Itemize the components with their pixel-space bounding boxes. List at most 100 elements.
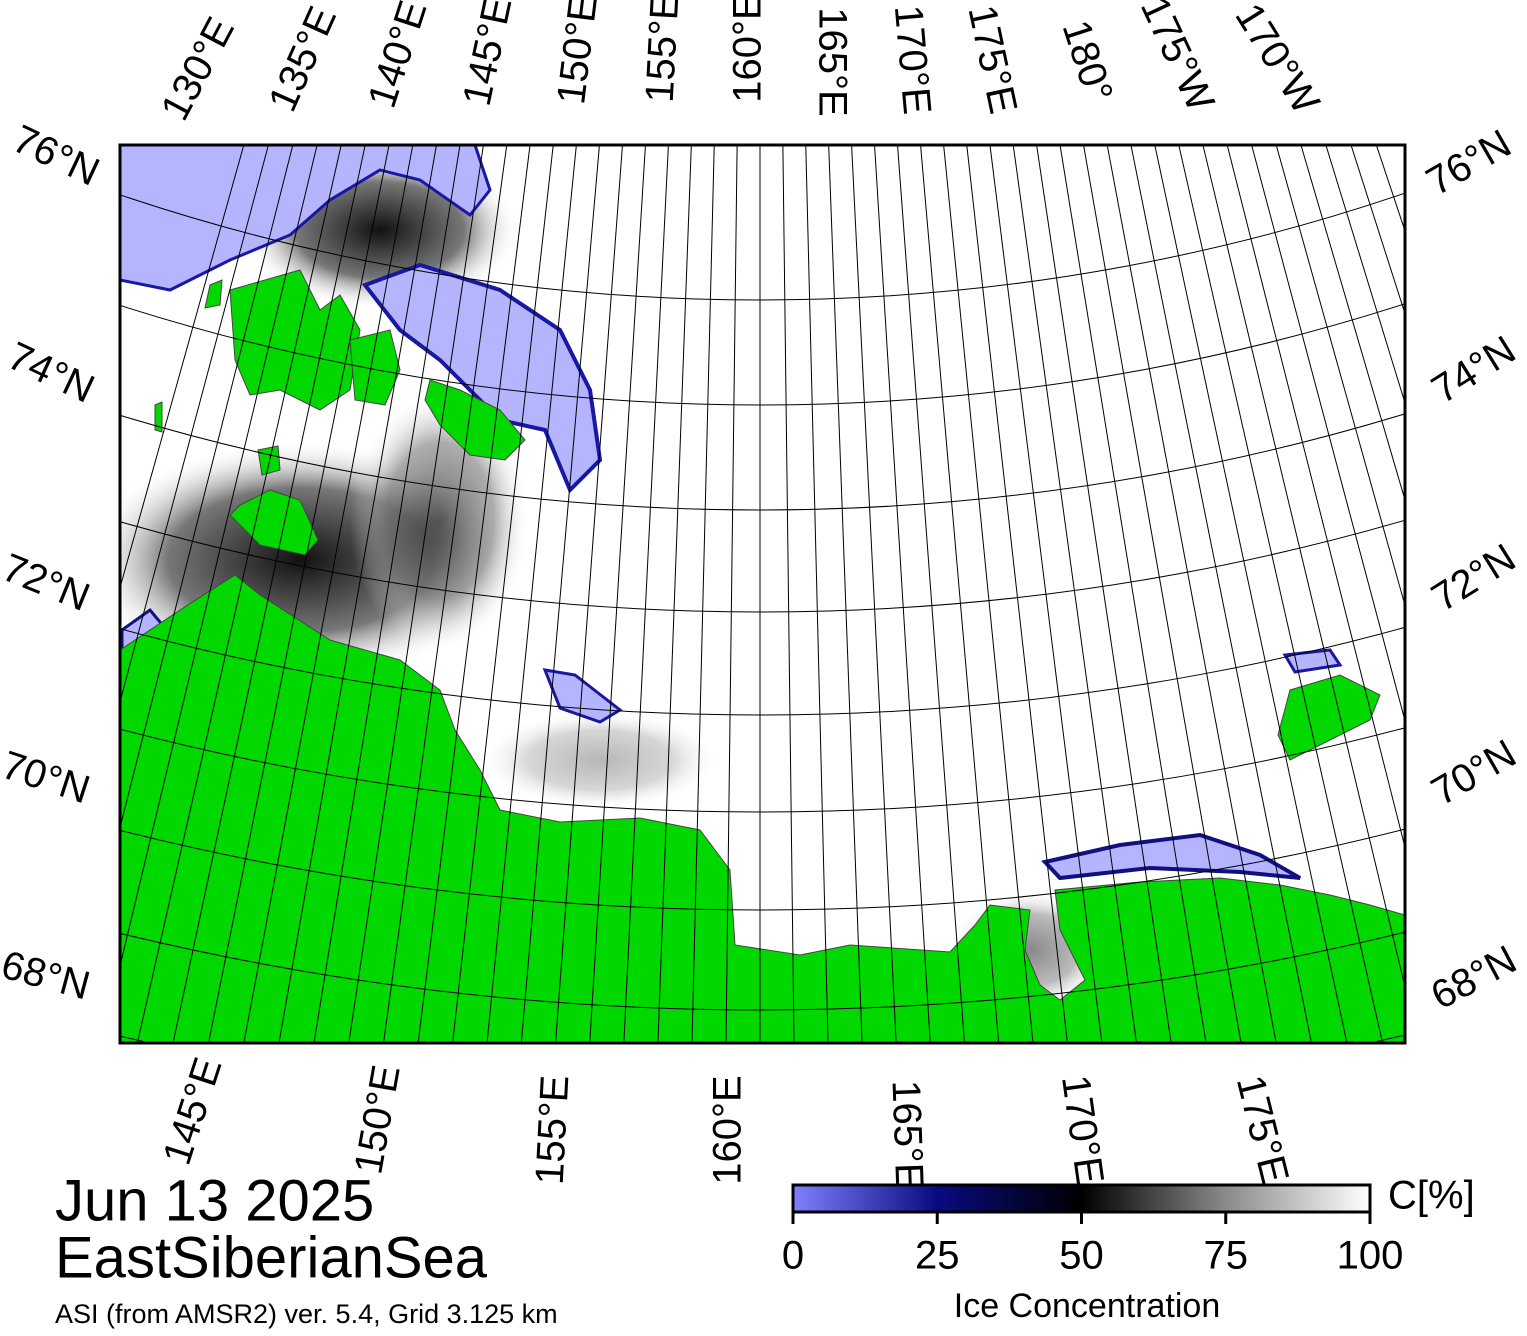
meridian	[691, 145, 715, 1043]
meridian	[989, 145, 1103, 1043]
open-water-ice	[1282, 648, 1343, 674]
meridian	[589, 145, 646, 1043]
graticule-label: 74°N	[1, 334, 101, 412]
island	[424, 379, 526, 461]
meridian	[851, 145, 897, 1043]
meridian	[313, 145, 461, 1043]
mainland	[120, 574, 1405, 1043]
meridian	[1083, 145, 1242, 1043]
graticule-label: 175°E	[959, 1, 1025, 117]
graticule-label: 180°	[1054, 15, 1121, 107]
graticule-label: 170°E	[1053, 1072, 1112, 1186]
graticule-label: 68°N	[1424, 937, 1524, 1018]
meridian	[1202, 145, 1405, 989]
graticule-label: 70°N	[0, 743, 95, 812]
meridian	[520, 145, 600, 1043]
colorbar	[791, 1183, 1372, 1214]
graticule-label: 170°W	[1226, 0, 1327, 122]
meridian	[828, 145, 863, 1043]
island	[204, 279, 223, 309]
meridian	[486, 145, 577, 1043]
graticule-label: 68°N	[0, 943, 94, 1009]
meridian	[555, 145, 623, 1043]
colorbar-ticks: 0 25 50 75 100	[782, 1212, 1404, 1278]
meridian	[120, 145, 269, 704]
graticule-label: 76°N	[1419, 121, 1518, 204]
meridian	[1036, 145, 1172, 1043]
graticule-label: 135°E	[260, 0, 345, 118]
graticule-label: 165°E	[884, 1079, 932, 1190]
meridian	[278, 145, 437, 1043]
meridian	[966, 145, 1068, 1043]
graticule-label: 160°E	[706, 1075, 750, 1184]
meridian	[383, 145, 508, 1043]
map-area	[120, 145, 1405, 1043]
open-water-ice	[1041, 832, 1301, 881]
meridian	[1251, 145, 1405, 723]
graticule-label: 155°E	[638, 0, 688, 104]
meridian	[348, 145, 484, 1043]
region: EastSiberianSea	[55, 1225, 488, 1290]
graticule-label: 175°E	[1228, 1071, 1297, 1188]
graticule-label: 150°E	[549, 0, 606, 107]
graticule-label: 72°N	[1424, 536, 1523, 621]
meridian	[1059, 145, 1207, 1043]
meridian	[417, 145, 531, 1043]
meridian	[452, 145, 554, 1043]
meridian	[136, 145, 342, 1043]
meridian	[725, 145, 738, 1043]
island	[154, 401, 163, 433]
colorbar-title: Ice Concentration	[954, 1287, 1221, 1325]
island	[229, 269, 361, 411]
land	[120, 269, 1405, 1043]
graticule-label: 155°E	[528, 1074, 578, 1186]
date: Jun 13 2025	[55, 1168, 374, 1233]
meridian	[1106, 145, 1277, 1043]
meridian	[1178, 145, 1384, 1043]
graticule-label: 140°E	[360, 0, 436, 113]
meridian	[943, 145, 1034, 1043]
graticule-label: 130°E	[153, 10, 243, 127]
island	[257, 445, 281, 476]
island	[349, 329, 401, 406]
meridian	[782, 145, 795, 1043]
source: ASI (from AMSR2) ver. 5.4, Grid 3.125 km	[55, 1299, 558, 1329]
graticule-label: 170°E	[886, 3, 939, 116]
meridian	[208, 145, 390, 1043]
graticule-label: 74°N	[1424, 328, 1523, 413]
map-frame	[118, 143, 1407, 1045]
graticule-label: 150°E	[346, 1062, 408, 1177]
ice-field	[480, 710, 720, 810]
meridian	[1012, 145, 1137, 1043]
graticule-label: 145°E	[455, 0, 521, 110]
colorbar-tick-label: 50	[1059, 1234, 1104, 1278]
graticule-label: 72°N	[0, 546, 96, 620]
meridian	[874, 145, 931, 1043]
meridian	[805, 145, 829, 1043]
open-water-ice	[361, 262, 603, 494]
meridian	[1154, 145, 1348, 1043]
meridian	[172, 145, 366, 1043]
colorbar-tick-label: 75	[1204, 1234, 1249, 1278]
graticule-label: 165°E	[810, 7, 854, 116]
colorbar-tick-label: 100	[1337, 1234, 1404, 1278]
graticule-label: 175°W	[1132, 0, 1223, 118]
island	[229, 489, 319, 556]
graticule-label: 160°E	[726, 0, 770, 103]
meridian	[897, 145, 965, 1043]
graticule	[120, 145, 1405, 1043]
meridian	[920, 145, 1000, 1043]
colorbar-tick-label: 0	[782, 1234, 804, 1278]
meridian	[657, 145, 692, 1043]
meridian	[120, 145, 294, 830]
open-water-ice	[120, 145, 492, 292]
graticule-label: 70°N	[1424, 731, 1523, 814]
meridian	[120, 145, 318, 969]
meridian	[1130, 145, 1312, 1043]
meridian	[623, 145, 669, 1043]
colorbar-unit: C[%]	[1388, 1174, 1475, 1218]
meridian	[243, 145, 414, 1043]
graticule-label: 145°E	[155, 1052, 231, 1170]
graticule-label: 76°N	[6, 117, 106, 195]
